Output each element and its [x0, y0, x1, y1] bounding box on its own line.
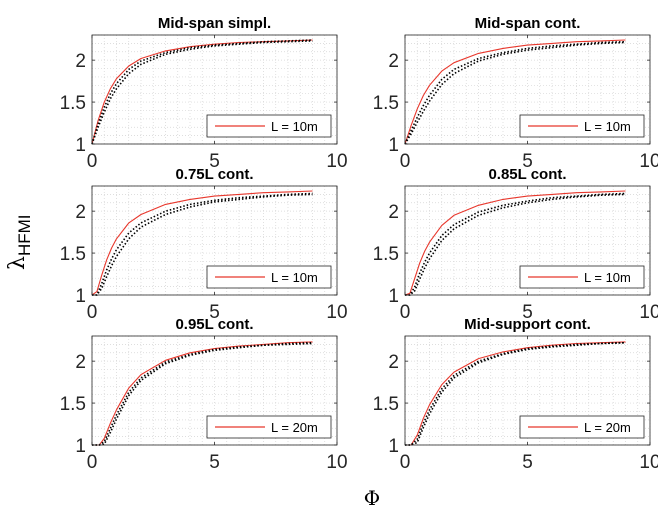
y-axis-label-symbol: λ	[5, 256, 30, 270]
series-line-1	[91, 190, 313, 296]
y-axis-label: λHFMI	[5, 215, 34, 271]
x-tick-label: 5	[522, 151, 533, 172]
series-line-2	[404, 40, 626, 145]
y-tick-label: 1.5	[60, 394, 86, 415]
legend-label: L = 20m	[271, 420, 318, 435]
y-tick-label: 1	[388, 436, 399, 457]
y-axis-label-subscript: HFMI	[15, 215, 34, 257]
series-line-2	[92, 192, 313, 296]
y-tick-label: 1	[75, 436, 86, 457]
legend-label: L = 10m	[584, 119, 631, 134]
legend-label: L = 10m	[271, 270, 318, 285]
subplot-title: 0.85L cont.	[488, 166, 566, 183]
legend-box	[519, 114, 645, 138]
x-tick-label: 0	[400, 302, 411, 323]
subplot-3: 0 5 10 1 1.5 2 0.75L cont. L = 10m	[60, 166, 348, 323]
legend-box	[519, 265, 645, 289]
legend-box	[206, 415, 332, 439]
x-tick-label: 0	[400, 151, 411, 172]
y-tick-label: 1.5	[373, 244, 399, 265]
subplot-6: 0 5 10 1 1.5 2 Mid-support cont. L = 20m	[373, 316, 658, 473]
y-tick-label: 2	[75, 352, 86, 373]
x-tick-label: 0	[87, 302, 98, 323]
y-tick-label: 1	[75, 135, 86, 156]
x-tick-label: 0	[400, 452, 411, 473]
subplot-title: Mid-span simpl.	[158, 15, 271, 32]
y-tick-label: 2	[75, 51, 86, 72]
legend-box	[206, 114, 332, 138]
subplot-title: 0.75L cont.	[175, 166, 253, 183]
y-tick-label: 1	[75, 286, 86, 307]
x-tick-label: 10	[639, 452, 658, 473]
series-line-2	[92, 341, 313, 446]
series-line-3	[92, 342, 313, 446]
x-tick-label: 10	[326, 452, 347, 473]
legend-box	[206, 265, 332, 289]
subplot-5: 0 5 10 1 1.5 2 0.95L cont. L = 20m	[60, 316, 348, 473]
series-line-3	[405, 341, 626, 446]
y-tick-label: 2	[388, 202, 399, 223]
x-tick-label: 10	[326, 151, 347, 172]
subplot-title: Mid-support cont.	[464, 316, 591, 333]
x-tick-label: 0	[87, 452, 98, 473]
x-tick-label: 5	[522, 302, 533, 323]
series-line-3	[91, 40, 313, 145]
x-tick-label: 10	[639, 302, 658, 323]
x-tick-label: 0	[87, 151, 98, 172]
series-line-1	[405, 341, 626, 446]
subplot-4: 0 5 10 1 1.5 2 0.85L cont. L = 10m	[373, 166, 658, 323]
y-tick-label: 1.5	[60, 244, 86, 265]
legend-label: L = 10m	[271, 119, 318, 134]
subplot-title: 0.95L cont.	[175, 316, 253, 333]
y-tick-label: 1	[388, 135, 399, 156]
subplot-2: 0 5 10 1 1.5 2 Mid-span cont. L = 10m	[373, 15, 658, 172]
x-tick-label: 5	[209, 302, 220, 323]
x-axis-label: Φ	[364, 486, 380, 510]
y-tick-label: 1	[388, 286, 399, 307]
y-tick-label: 1.5	[373, 93, 399, 114]
y-tick-label: 1.5	[373, 394, 399, 415]
subplot-1: 0 5 10 1 1.5 2 Mid-span simpl. L = 10m	[60, 15, 348, 172]
x-tick-label: 5	[209, 151, 220, 172]
y-tick-label: 1.5	[60, 93, 86, 114]
series-line-1	[91, 39, 313, 145]
legend-label: L = 10m	[584, 270, 631, 285]
y-tick-label: 2	[75, 202, 86, 223]
x-tick-label: 10	[639, 151, 658, 172]
y-tick-label: 2	[388, 352, 399, 373]
x-tick-label: 5	[522, 452, 533, 473]
x-tick-label: 10	[326, 302, 347, 323]
y-tick-label: 2	[388, 51, 399, 72]
x-tick-label: 5	[209, 452, 220, 473]
series-line-1	[404, 39, 626, 145]
series-line-1	[404, 190, 626, 296]
legend-label: L = 20m	[584, 420, 631, 435]
legend-box	[519, 415, 645, 439]
subplot-title: Mid-span cont.	[475, 15, 581, 32]
series-line-1	[92, 341, 313, 446]
